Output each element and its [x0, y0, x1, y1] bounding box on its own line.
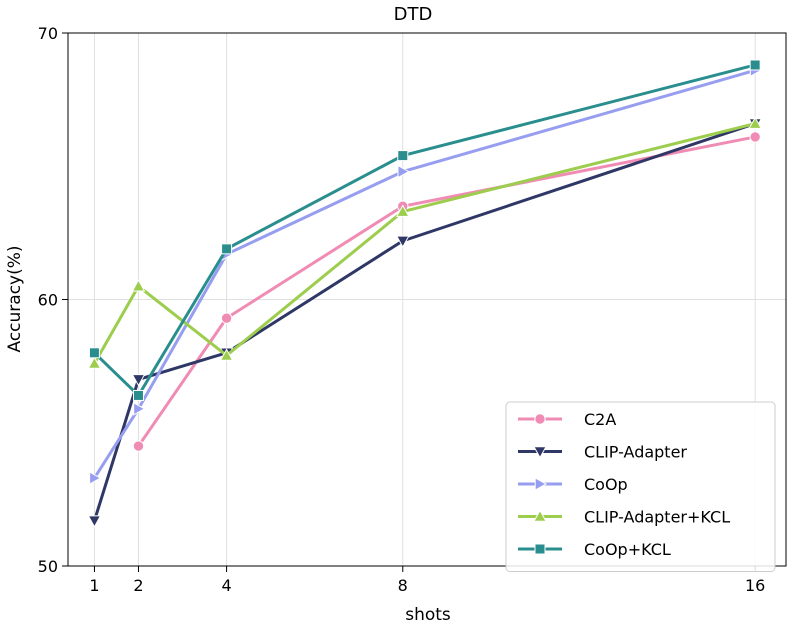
data-point	[749, 131, 761, 143]
x-tick-label: 1	[89, 576, 99, 595]
legend-label: CoOp	[584, 475, 628, 494]
legend-marker	[534, 477, 548, 491]
data-point	[132, 440, 145, 452]
y-axis-label: Accuracy(%)	[5, 245, 25, 352]
x-ticks: 1 2 4 8 16	[89, 566, 765, 595]
data-point	[219, 348, 234, 361]
y-tick-label: 60	[38, 291, 58, 310]
legend-marker	[534, 543, 546, 555]
data-point	[131, 374, 146, 387]
data-point	[395, 204, 410, 217]
legend-box	[505, 401, 776, 572]
legend-label: C2A	[584, 410, 616, 429]
data-point	[88, 347, 100, 359]
legend-marker	[533, 446, 547, 459]
x-tick-label: 4	[221, 576, 231, 595]
x-tick-label: 8	[398, 576, 408, 595]
legend-item: CoOp+KCL	[518, 540, 671, 559]
x-tick-label: 2	[133, 576, 143, 595]
legend-marker	[534, 413, 546, 425]
legend-label: CLIP-Adapter+KCL	[584, 508, 730, 527]
data-point	[220, 312, 233, 324]
series-0	[132, 131, 761, 452]
data-point	[397, 164, 410, 179]
y-ticks: 50 60 70	[38, 24, 68, 576]
x-tick-label: 16	[745, 576, 765, 595]
legend-item: CLIP-Adapter	[518, 443, 687, 462]
data-point	[89, 471, 102, 485]
data-point	[87, 515, 102, 528]
data-point	[221, 243, 233, 255]
data-point	[131, 279, 146, 292]
legend-label: CoOp+KCL	[584, 540, 671, 559]
series-line	[93, 63, 756, 397]
data-point	[748, 116, 763, 129]
data-point	[87, 356, 102, 369]
data-point	[397, 150, 409, 162]
series-3	[87, 116, 763, 369]
legend-item: C2A	[518, 410, 616, 429]
series-4	[88, 59, 761, 401]
y-tick-label: 50	[38, 557, 58, 576]
y-tick-label: 70	[38, 24, 58, 43]
data-point	[749, 59, 761, 71]
series-line	[137, 135, 756, 447]
series-line	[93, 122, 756, 365]
x-axis-label: shots	[405, 605, 451, 625]
legend-item: CoOp	[518, 475, 628, 494]
legend: C2A CLIP-Adapter CoOp CLIP-Adapter+KCL CoOp+…	[505, 401, 776, 572]
legend-item: CLIP-Adapter+KCL	[518, 508, 730, 527]
chart-title: DTD	[394, 4, 433, 25]
data-point	[133, 401, 146, 416]
legend-marker	[533, 509, 547, 522]
data-point	[132, 389, 144, 401]
data-point	[395, 235, 410, 248]
series-layer	[87, 59, 763, 528]
legend-label: CLIP-Adapter	[584, 443, 687, 462]
